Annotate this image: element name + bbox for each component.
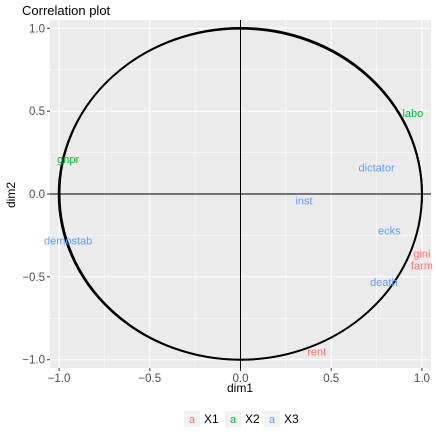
legend-label: X3 [284, 412, 299, 426]
y-tick-label: −0.5 [22, 272, 45, 284]
variable-label-dictator: dictator [359, 162, 395, 174]
legend-entry-X2: a X2 [225, 411, 260, 427]
y-axis-title: dim2 [4, 182, 18, 208]
x-tick-label: 1.0 [414, 373, 430, 385]
y-axis-ticks: −1.0 −0.5 0.0 0.5 1.0 [22, 23, 50, 367]
x-axis-title: dim1 [227, 381, 253, 395]
y-tick-label: 0.0 [29, 189, 45, 201]
variable-label-death: death [370, 277, 398, 289]
y-tick-label: 0.5 [29, 106, 45, 118]
variable-label-gnpr: gnpr [57, 154, 79, 166]
x-axis-ticks: −1.0 −0.5 0.0 0.5 1.0 [48, 368, 430, 385]
legend-key-glyph: a [189, 414, 196, 426]
legend: a X1 a X2 a X3 [184, 411, 299, 427]
variable-label-farm: farm [411, 260, 433, 272]
legend-label: X2 [245, 412, 260, 426]
legend-key-glyph: a [230, 414, 237, 426]
legend-key-glyph: a [269, 414, 276, 426]
variable-label-demostab: demostab [44, 235, 92, 247]
legend-key-background [225, 411, 241, 427]
legend-key-background [184, 411, 200, 427]
variable-label-rent: rent [307, 346, 326, 358]
x-tick-label: −0.5 [138, 373, 161, 385]
variable-label-gini: gini [413, 249, 430, 261]
x-tick-label: 0.0 [233, 373, 249, 385]
variable-label-ecks: ecks [378, 225, 401, 237]
legend-key-background [264, 411, 280, 427]
reference-lines [50, 20, 431, 368]
variable-label-inst: inst [295, 196, 312, 208]
x-tick-label: 0.5 [323, 373, 339, 385]
y-tick-label: 1.0 [29, 23, 45, 35]
variable-label-labo: labo [402, 108, 423, 120]
chart-title: Correlation plot [22, 3, 111, 18]
legend-entry-X3: a X3 [264, 411, 299, 427]
legend-label: X1 [204, 412, 219, 426]
legend-entry-X1: a X1 [184, 411, 219, 427]
x-tick-label: −1.0 [48, 373, 71, 385]
y-tick-label: −1.0 [22, 355, 45, 367]
